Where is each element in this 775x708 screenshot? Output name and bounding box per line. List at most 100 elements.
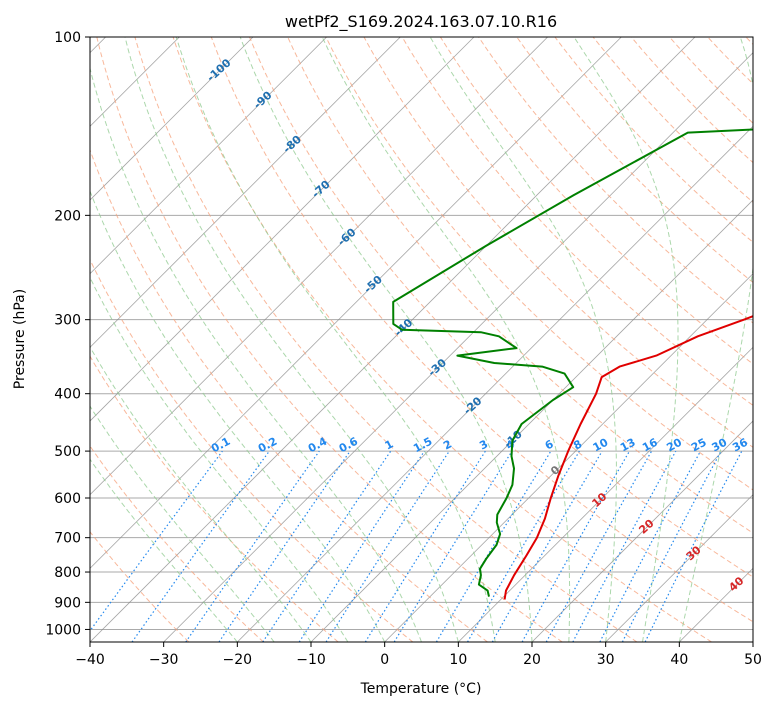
dry-adiabat-line [745,37,753,46]
x-tick-label: 10 [449,652,467,668]
y-tick-label: 100 [54,30,81,46]
mixing-ratio-line [185,450,320,642]
y-axis: 1000 900 800 700 600 500 400 300 200 100 [45,30,90,638]
mixing-ratio-line [298,450,425,642]
dry-adiabat-line [96,37,563,642]
isotherm-line [237,125,753,642]
mixing-ratio-line [644,450,743,642]
mixing-ratio-line [545,450,653,642]
dry-adiabat-line [516,37,753,284]
mixing-ratio-line [262,450,392,642]
moist-adiabat-line [239,37,533,642]
mixing-ratio-label: 0.6 [337,435,361,456]
y-tick-label: 600 [54,491,81,507]
dry-adiabat-line [439,37,753,365]
x-tick-label: −10 [296,652,326,668]
y-tick-label: 400 [54,387,81,403]
mixing-ratio-line [521,450,631,642]
mixing-ratio-line [572,450,677,642]
dry-adiabat-line [363,37,753,448]
dry-adiabat-line [554,37,753,243]
x-axis: −40 −30 −20 −10 0 10 20 30 40 50 [75,642,762,668]
mixing-ratio-label: 36 [730,436,750,455]
mixing-ratio-label: 0.4 [306,435,330,456]
y-axis-label: Pressure (hPa) [12,289,28,389]
isotherm-line [310,199,753,642]
moist-adiabat-line [90,66,422,642]
mixing-ratio-label: 10 [591,436,611,455]
mixing-ratio-line [621,450,722,642]
isotherm-line [752,641,753,642]
y-tick-label: 200 [54,208,81,224]
dry-adiabat-line [172,37,712,642]
mixing-ratio-line [131,450,270,642]
dry-adiabat-line [90,148,488,642]
dry-adiabat-line [401,37,753,406]
isotherm-line [90,37,401,348]
isotherm-line [90,37,254,201]
x-tick-label: −30 [149,652,179,668]
plot-frame [89,36,754,643]
mixing-ratio-label: 1 [383,437,396,452]
dry-adiabat-label: 40 [726,574,746,594]
dry-adiabat-line [249,37,753,578]
isotherm-line [384,273,753,642]
dry-adiabat-line [478,37,753,324]
dry-adiabat-line [90,445,264,642]
mixing-ratio-label: 1.5 [411,435,434,456]
x-tick-label: −40 [75,652,105,668]
mixing-ratio-label: 13 [618,436,638,455]
chart-title: wetPf2_S169.2024.163.07.10.R16 [285,12,557,32]
moist-adiabat-line [321,37,571,642]
y-tick-label: 900 [54,595,81,611]
y-tick-label: 800 [54,565,81,581]
mixing-ratio-line [325,450,450,642]
x-tick-label: 40 [670,652,688,668]
y-tick-label: 300 [54,313,81,329]
mixing-ratio-label: 30 [710,436,730,455]
mixing-ratio-line [364,450,486,642]
profile-lines [392,128,753,600]
x-tick-label: 0 [380,652,389,668]
dry-adiabat-line [210,37,753,623]
isotherm-line [531,420,753,642]
moist-adiabat-line [90,405,275,642]
dry-adiabat-line [90,258,414,642]
isotherm-line [458,346,753,642]
x-tick-label: 30 [597,652,615,668]
dry-adiabat-line [707,37,753,85]
dry-adiabat-line [325,37,753,491]
mixing-ratio-label: 20 [664,436,684,455]
moist-adiabat-line [90,276,349,642]
y-tick-label: 1000 [45,622,81,638]
moist-adiabat-line [429,37,617,642]
x-axis-label: Temperature (°C) [360,681,482,697]
mixing-ratio-line [218,450,351,642]
y-tick-label: 500 [54,444,81,460]
mixing-ratio-line [90,450,223,632]
mixing-ratio-line [393,450,513,642]
dry-adiabat-line [592,37,753,203]
isotherm-line [90,37,475,422]
mixing-ratio-line [435,450,552,642]
x-tick-label: 20 [523,652,541,668]
x-tick-label: −20 [223,652,253,668]
isotherm-line [605,494,753,642]
dry-adiabat-label: 20 [636,517,656,537]
dewpoint-line [392,128,753,597]
moist-adiabat-line [175,37,496,642]
moist-adiabat-line [124,37,459,642]
mixing-ratio-label: 25 [689,436,709,455]
dry-adiabat-line [134,37,638,642]
moist-adiabat-line [678,37,753,642]
moist-adiabat-line [90,458,238,642]
isotherm-line [90,37,696,642]
mixing-ratio-line [466,450,580,642]
temperature-line [503,315,753,600]
dry-adiabat-label: 30 [684,543,704,563]
mixing-ratio-label: 2 [441,437,454,452]
mixing-ratio-line [599,450,702,642]
moist-adiabat-line [90,189,386,642]
isotherm-line [90,37,622,569]
isotherm-line [163,52,753,642]
